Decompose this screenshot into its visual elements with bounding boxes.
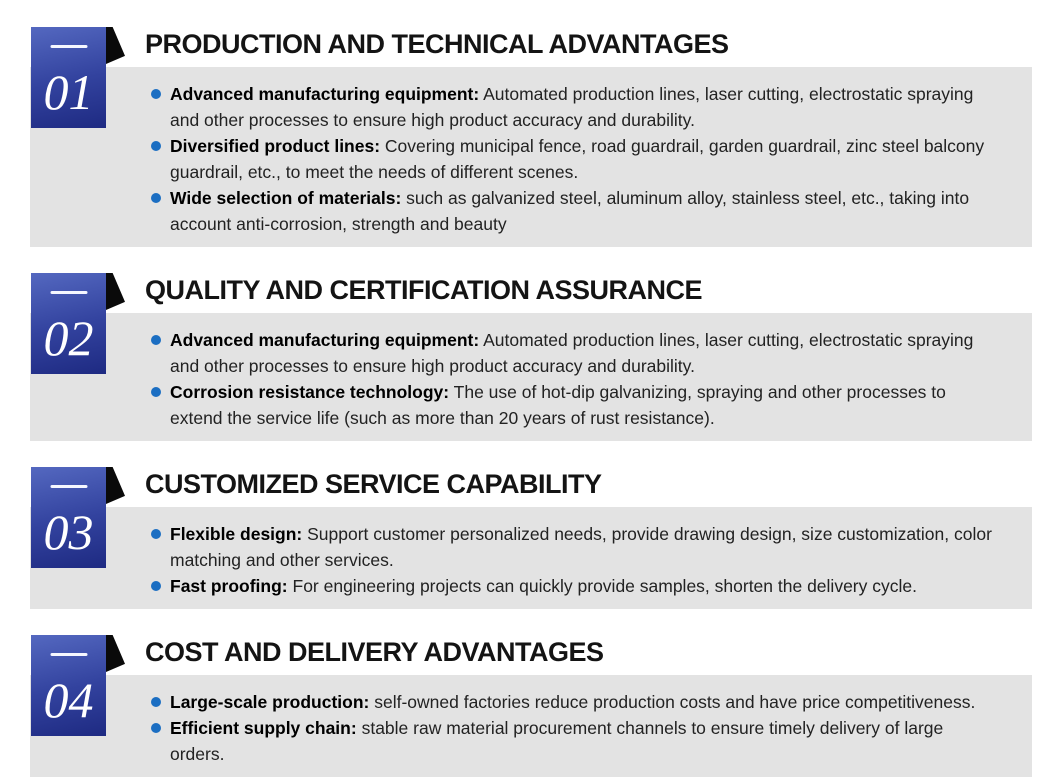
bullet-text: For engineering projects can quickly pro… (292, 576, 917, 596)
bullet-dot-icon (151, 387, 161, 397)
number-badge: 04 (31, 635, 125, 736)
bullet-lead: Efficient supply chain: (170, 718, 357, 738)
section-title: CUSTOMIZED SERVICE CAPABILITY (145, 468, 602, 499)
bullet-dot-icon (151, 581, 161, 591)
bullet-item: Large-scale production: self-owned facto… (151, 689, 1002, 715)
bullet-text: Support customer personalized needs, pro… (170, 524, 992, 570)
corner-fold-icon (106, 635, 125, 672)
content-panel: Advanced manufacturing equipment: Automa… (30, 313, 1032, 441)
badge-dash (50, 653, 87, 656)
corner-fold-icon (106, 273, 125, 310)
bullet-text: such as galvanized steel, aluminum alloy… (170, 188, 970, 234)
bullet-list: Advanced manufacturing equipment: Automa… (30, 81, 1014, 237)
bullet-text: The use of hot-dip galvanizing, spraying… (170, 382, 946, 428)
content-panel: Large-scale production: self-owned facto… (30, 675, 1032, 777)
number-badge: 01 (31, 27, 125, 128)
number-badge: 03 (31, 467, 125, 568)
section-production-advantages: 01 PRODUCTION AND TECHNICAL ADVANTAGES A… (0, 27, 1060, 247)
bullet-dot-icon (151, 529, 161, 539)
section-quality-assurance: 02 QUALITY AND CERTIFICATION ASSURANCE A… (0, 273, 1060, 441)
bullet-list: Advanced manufacturing equipment: Automa… (30, 327, 1014, 431)
bullet-dot-icon (151, 89, 161, 99)
bullet-lead: Large-scale production: (170, 692, 370, 712)
bullet-lead: Fast proofing: (170, 576, 288, 596)
badge-dash (50, 45, 87, 48)
bullet-text: stable raw material procurement channels… (170, 718, 944, 764)
badge-number: 03 (43, 504, 94, 560)
bullet-item: Flexible design: Support customer person… (151, 521, 1002, 573)
bullet-item: Efficient supply chain: stable raw mater… (151, 715, 1002, 767)
bullet-lead: Corrosion resistance technology: (170, 382, 450, 402)
bullet-lead: Advanced manufacturing equipment: (170, 84, 480, 104)
title-row: PRODUCTION AND TECHNICAL ADVANTAGES (145, 27, 1060, 67)
title-row: QUALITY AND CERTIFICATION ASSURANCE (145, 273, 1060, 313)
section-customized-service: 03 CUSTOMIZED SERVICE CAPABILITY Flexibl… (0, 467, 1060, 609)
badge-dash (50, 485, 87, 488)
bullet-dot-icon (151, 141, 161, 151)
bullet-item: Corrosion resistance technology: The use… (151, 379, 1002, 431)
content-panel: Flexible design: Support customer person… (30, 507, 1032, 609)
bullet-item: Diversified product lines: Covering muni… (151, 133, 1002, 185)
bullet-list: Large-scale production: self-owned facto… (30, 689, 1014, 767)
badge-dash (50, 291, 87, 294)
bullet-text: Automated production lines, laser cuttin… (170, 84, 974, 130)
bullet-dot-icon (151, 193, 161, 203)
badge-number: 04 (43, 672, 94, 728)
content-panel: Advanced manufacturing equipment: Automa… (30, 67, 1032, 247)
bullet-text: Automated production lines, laser cuttin… (170, 330, 974, 376)
bullet-list: Flexible design: Support customer person… (30, 521, 1014, 599)
badge-number: 02 (43, 310, 94, 366)
corner-fold-icon (106, 467, 125, 504)
bullet-text: self-owned factories reduce production c… (374, 692, 976, 712)
title-row: CUSTOMIZED SERVICE CAPABILITY (145, 467, 1060, 507)
bullet-lead: Wide selection of materials: (170, 188, 402, 208)
bullet-item: Wide selection of materials: such as gal… (151, 185, 1002, 237)
badge-number: 01 (43, 64, 94, 120)
bullet-dot-icon (151, 723, 161, 733)
bullet-lead: Advanced manufacturing equipment: (170, 330, 480, 350)
number-badge: 02 (31, 273, 125, 374)
bullet-item: Advanced manufacturing equipment: Automa… (151, 327, 1002, 379)
bullet-lead: Flexible design: (170, 524, 303, 544)
bullet-lead: Diversified product lines: (170, 136, 381, 156)
section-title: QUALITY AND CERTIFICATION ASSURANCE (145, 274, 703, 305)
bullet-dot-icon (151, 335, 161, 345)
section-title: COST AND DELIVERY ADVANTAGES (145, 636, 604, 667)
bullet-dot-icon (151, 697, 161, 707)
bullet-item: Fast proofing: For engineering projects … (151, 573, 1002, 599)
bullet-text: Covering municipal fence, road guardrail… (170, 136, 985, 182)
section-title: PRODUCTION AND TECHNICAL ADVANTAGES (145, 28, 729, 59)
title-row: COST AND DELIVERY ADVANTAGES (145, 635, 1060, 675)
bullet-item: Advanced manufacturing equipment: Automa… (151, 81, 1002, 133)
corner-fold-icon (106, 27, 125, 64)
section-cost-delivery: 04 COST AND DELIVERY ADVANTAGES Large-sc… (0, 635, 1060, 777)
